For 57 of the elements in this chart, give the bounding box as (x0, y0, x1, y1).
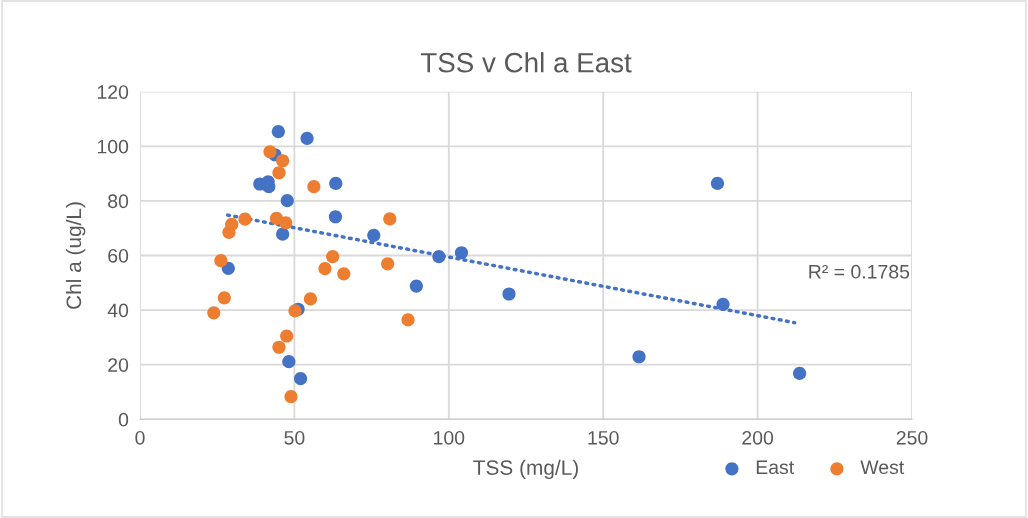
x-tick-label: 0 (135, 430, 145, 445)
point (328, 210, 343, 224)
point (432, 250, 446, 264)
point (381, 257, 395, 271)
x-tick-label: 100 (434, 430, 465, 445)
legend-label: East (756, 460, 795, 475)
chart-title: TSS v Chl a East (420, 52, 632, 73)
y-axis-title: Chl a (ug/L) (65, 202, 86, 309)
point (307, 180, 321, 194)
point (401, 313, 415, 327)
y-tick-label: 20 (108, 358, 129, 372)
point (284, 390, 298, 404)
x-tick-label: 250 (896, 430, 928, 445)
x-tick-label: 50 (284, 430, 305, 445)
point (272, 340, 286, 354)
y-tick-label: 60 (108, 248, 129, 263)
point (293, 372, 308, 386)
point (502, 287, 516, 301)
point (326, 250, 340, 264)
legend-label: West (860, 460, 905, 475)
point (337, 267, 351, 281)
point (282, 355, 296, 369)
point (318, 262, 332, 276)
point (383, 212, 397, 226)
point (207, 306, 221, 320)
point (716, 297, 730, 311)
point (217, 291, 231, 305)
y-tick-label: 40 (107, 303, 129, 318)
point (272, 166, 286, 180)
point (367, 228, 381, 242)
point (279, 216, 293, 230)
point (222, 225, 236, 239)
point (238, 212, 252, 226)
x-axis-title: TSS (mg/L) (473, 459, 578, 480)
annotation: R² = 0.1785 (809, 264, 910, 279)
point (263, 145, 277, 159)
point (276, 154, 290, 168)
point (214, 254, 228, 268)
y-tick-label: 100 (97, 139, 129, 154)
point (710, 176, 725, 191)
point (329, 176, 343, 191)
point (221, 261, 235, 275)
point (280, 194, 294, 208)
point (454, 246, 469, 260)
point (303, 292, 318, 306)
point (276, 227, 290, 241)
point (300, 131, 314, 145)
y-tick-label: 120 (97, 85, 129, 99)
point (271, 124, 285, 139)
point (793, 366, 807, 381)
point (280, 329, 294, 343)
y-tick-label: 0 (118, 412, 129, 427)
point (632, 350, 646, 364)
point (409, 279, 423, 293)
y-tick-label: 80 (108, 194, 129, 209)
x-tick-label: 150 (588, 430, 619, 445)
x-tick-label: 200 (742, 430, 774, 445)
